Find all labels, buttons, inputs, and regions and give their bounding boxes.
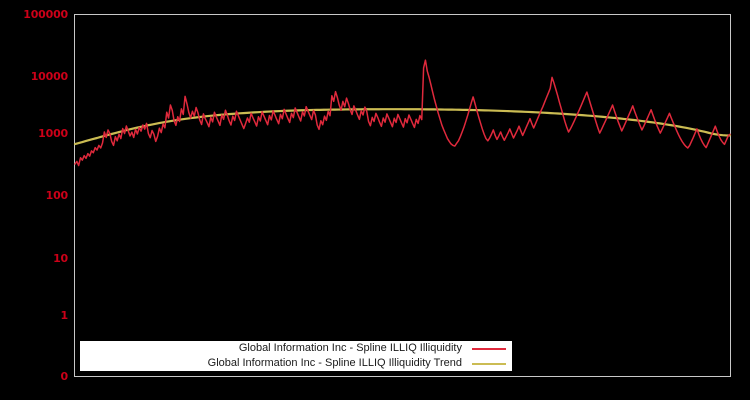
- series-layer: [73, 59, 732, 167]
- ytick-label-10: 10: [53, 252, 68, 265]
- ytick-label-1: 1: [60, 309, 69, 322]
- ytick-label-100: 100: [45, 189, 69, 202]
- illiquidity-line: [74, 59, 731, 167]
- ytick-label-0: 0: [60, 370, 69, 383]
- legend-label-series: Global Information Inc - Spline ILLIQ Il…: [238, 342, 462, 354]
- legend: Global Information Inc - Spline ILLIQ Il…: [80, 341, 512, 371]
- ytick-label-10000: 10000: [30, 70, 68, 83]
- legend-label-trend: Global Information Inc - Spline ILLIQ Il…: [207, 357, 462, 369]
- legend-swatch-series: [472, 347, 506, 350]
- legend-swatch-trend: [472, 362, 506, 365]
- ytick-label-100000: 100000: [23, 8, 68, 21]
- plot-frame: [74, 14, 731, 377]
- legend-item-series: Global Information Inc - Spline ILLIQ Il…: [80, 341, 512, 356]
- trend-line: [73, 108, 732, 146]
- ytick-label-1000: 1000: [38, 127, 68, 140]
- legend-item-trend: Global Information Inc - Spline ILLIQ Il…: [80, 356, 512, 371]
